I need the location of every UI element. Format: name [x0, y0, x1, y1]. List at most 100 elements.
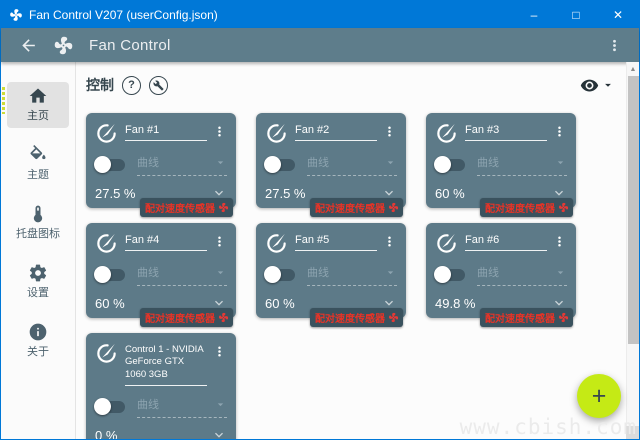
mode-select[interactable]: 曲线 — [137, 264, 227, 286]
sidebar-item[interactable]: 关于 — [7, 318, 69, 364]
gauge-icon — [435, 121, 458, 144]
mode-select[interactable]: 曲线 — [307, 264, 397, 286]
scrollbar-thumb[interactable] — [627, 76, 639, 344]
enable-toggle[interactable] — [434, 156, 465, 173]
pair-sensor-badge-label: 配对速度传感器 — [485, 204, 555, 215]
mode-select[interactable]: 曲线 — [137, 396, 227, 419]
card-menu-button[interactable] — [212, 344, 227, 359]
expand-chevron-icon[interactable] — [211, 185, 227, 201]
add-control-button[interactable]: + — [577, 374, 621, 418]
card-menu-button[interactable] — [212, 124, 227, 139]
enable-toggle[interactable] — [94, 156, 125, 173]
fan-name-field[interactable]: Fan #4 — [125, 234, 207, 251]
card-menu-button[interactable] — [552, 124, 567, 139]
gauge-icon — [265, 231, 288, 254]
fan-name-field[interactable]: Control 1 - NVIDIA GeForce GTX 1060 3GB — [125, 344, 207, 387]
expand-chevron-icon[interactable] — [211, 427, 227, 439]
mode-select[interactable]: 曲线 — [307, 154, 397, 176]
tools-button[interactable] — [149, 75, 168, 95]
mode-select[interactable]: 曲线 — [477, 154, 567, 176]
sidebar-item[interactable]: 主页 — [2, 82, 69, 128]
sidebar-item[interactable]: 主题 — [7, 141, 69, 187]
card-menu-button[interactable] — [552, 234, 567, 249]
gauge-icon — [265, 121, 288, 144]
sidebar: 主页主题托盘图标设置关于 — [1, 62, 76, 439]
pair-sensor-badge[interactable]: 配对速度传感器 — [140, 308, 233, 327]
card-mode-row: 曲线 — [434, 264, 567, 286]
fan-name-field[interactable]: Fan #1 — [125, 124, 207, 141]
card-menu-button[interactable] — [382, 124, 397, 139]
wrench-icon — [153, 80, 164, 91]
sidebar-item-label: 托盘图标 — [16, 228, 60, 240]
scrollbar-up-icon[interactable]: ▲ — [629, 65, 637, 73]
active-indicator — [2, 87, 5, 114]
pair-sensor-badge-label: 配对速度传感器 — [145, 314, 215, 325]
card-mode-row: 曲线 — [94, 396, 227, 419]
minimize-button[interactable]: – — [530, 7, 538, 22]
sidebar-item[interactable]: 设置 — [7, 259, 69, 305]
card-menu-button[interactable] — [382, 234, 397, 249]
select-caret-icon — [214, 398, 227, 411]
visibility-button[interactable] — [580, 76, 615, 95]
gauge-icon — [95, 341, 118, 364]
mode-select-label: 曲线 — [307, 267, 329, 279]
sidebar-item[interactable]: 托盘图标 — [7, 200, 69, 246]
pair-sensor-badge[interactable]: 配对速度传感器 — [140, 198, 233, 217]
card-mode-row: 曲线 — [264, 154, 397, 176]
pair-sensor-badge[interactable]: 配对速度传感器 — [480, 308, 573, 327]
enable-toggle[interactable] — [434, 266, 465, 283]
card-value-row: 49.8 % — [435, 295, 567, 311]
select-caret-icon — [554, 156, 567, 169]
card-header: Fan #2 — [265, 121, 397, 144]
mode-select[interactable]: 曲线 — [137, 154, 227, 176]
pair-sensor-badge[interactable]: 配对速度传感器 — [480, 198, 573, 217]
fan-speed-value: 60 % — [95, 295, 125, 311]
toggle-knob — [434, 156, 451, 173]
window-title: Fan Control V207 (userConfig.json) — [29, 7, 218, 22]
enable-toggle[interactable] — [264, 156, 295, 173]
fan-name-field[interactable]: Fan #5 — [295, 234, 377, 251]
mode-select-label: 曲线 — [137, 267, 159, 279]
card-menu-button[interactable] — [212, 234, 227, 249]
vertical-scrollbar[interactable]: ▲ — [626, 62, 639, 439]
expand-chevron-icon[interactable] — [551, 295, 567, 311]
sidebar-item-label: 主页 — [27, 110, 49, 122]
enable-toggle[interactable] — [94, 398, 125, 416]
card-header: Fan #6 — [435, 231, 567, 254]
expand-chevron-icon[interactable] — [551, 185, 567, 201]
fan-card: Fan #3 曲线 60 % 配对速度传感器 — [426, 113, 576, 217]
gauge-icon — [95, 121, 118, 144]
help-icon[interactable]: ? — [122, 75, 141, 95]
enable-toggle[interactable] — [94, 266, 125, 283]
fan-icon — [388, 202, 399, 213]
pair-sensor-badge[interactable]: 配对速度传感器 — [310, 308, 403, 327]
expand-chevron-icon[interactable] — [211, 295, 227, 311]
expand-chevron-icon[interactable] — [381, 295, 397, 311]
fan-name-field[interactable]: Fan #3 — [465, 124, 547, 141]
card-header: Fan #3 — [435, 121, 567, 144]
pair-sensor-badge-label: 配对速度传感器 — [485, 314, 555, 325]
close-button[interactable]: ✕ — [612, 7, 624, 22]
maximize-button[interactable]: □ — [572, 7, 580, 22]
mode-select[interactable]: 曲线 — [477, 264, 567, 286]
expand-chevron-icon[interactable] — [381, 185, 397, 201]
resize-grip[interactable] — [626, 426, 639, 439]
settings-icon — [7, 263, 69, 283]
pair-sensor-badge[interactable]: 配对速度传感器 — [310, 198, 403, 217]
mode-select-label: 曲线 — [477, 157, 499, 169]
fan-speed-value: 60 % — [265, 295, 295, 311]
fan-card: Control 1 - NVIDIA GeForce GTX 1060 3GB … — [86, 333, 236, 439]
caret-down-icon — [601, 78, 615, 92]
fan-name-field[interactable]: Fan #2 — [295, 124, 377, 141]
fan-name-field[interactable]: Fan #6 — [465, 234, 547, 251]
sidebar-item-label: 设置 — [27, 287, 49, 299]
overflow-menu-button[interactable] — [606, 37, 623, 54]
card-mode-row: 曲线 — [264, 264, 397, 286]
back-button[interactable] — [19, 36, 38, 55]
enable-toggle[interactable] — [264, 266, 295, 283]
page-title: 控制 — [86, 77, 114, 93]
select-caret-icon — [384, 156, 397, 169]
select-caret-icon — [384, 266, 397, 279]
toggle-knob — [264, 266, 281, 283]
fan-speed-value: 0 % — [95, 427, 118, 439]
